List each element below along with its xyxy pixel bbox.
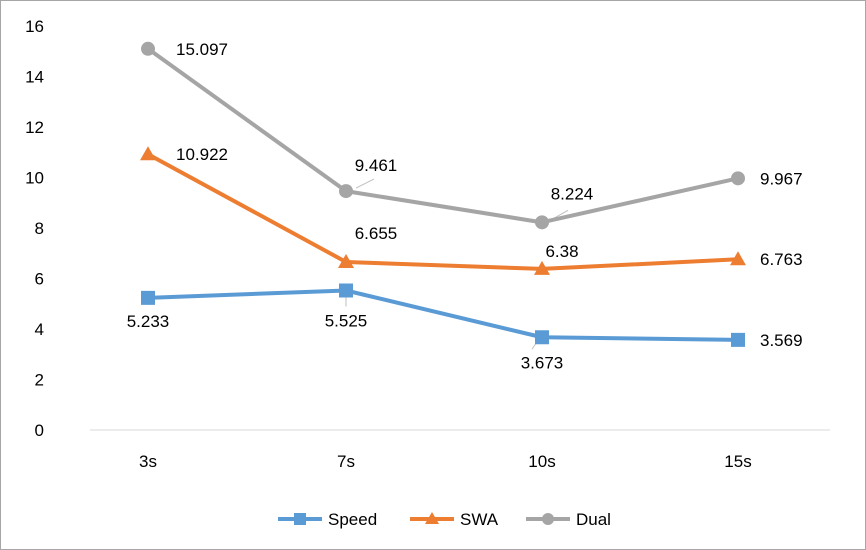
y-tick-label: 16 <box>25 17 44 36</box>
data-label-swa: 6.763 <box>760 250 803 269</box>
legend: Speed SWA Dual <box>278 510 611 529</box>
legend-marker <box>425 512 439 524</box>
y-tick-label: 2 <box>35 371 44 390</box>
y-axis-ticks: 0 2 4 6 8 10 12 14 16 <box>25 17 44 440</box>
data-label-speed: 3.569 <box>760 331 803 350</box>
series-lines <box>146 46 740 342</box>
x-tick-label: 3s <box>139 452 157 471</box>
data-point-swa <box>730 251 746 266</box>
legend-label: SWA <box>460 510 499 529</box>
y-tick-label: 10 <box>25 169 44 188</box>
legend-marker <box>542 513 554 525</box>
y-tick-label: 14 <box>25 68 44 87</box>
x-axis-ticks: 3s 7s 10s 15s <box>139 452 752 471</box>
data-label-dual: 15.097 <box>176 40 228 59</box>
data-point-swa <box>338 253 354 268</box>
data-label-dual: 9.461 <box>355 156 398 175</box>
legend-marker <box>294 513 306 525</box>
data-point-speed <box>535 330 549 345</box>
series-line-swa <box>146 152 740 271</box>
data-point-swa <box>534 260 550 275</box>
series-markers <box>140 41 746 347</box>
data-label-speed: 5.525 <box>325 311 368 330</box>
x-tick-label: 10s <box>528 452 555 471</box>
legend-label: Speed <box>328 510 377 529</box>
y-tick-label: 4 <box>35 320 44 339</box>
y-tick-label: 6 <box>35 270 44 289</box>
data-point-speed <box>731 332 745 347</box>
data-point-speed <box>141 290 155 305</box>
y-tick-label: 12 <box>25 118 44 137</box>
data-label-dual: 8.224 <box>551 184 594 203</box>
data-point-swa <box>140 146 156 161</box>
data-label-speed: 3.673 <box>521 353 564 372</box>
data-label-swa: 10.922 <box>176 145 228 164</box>
data-point-dual <box>339 184 353 199</box>
data-labels: 5.233 5.525 3.673 3.569 10.922 6.655 6.38 6.763… <box>127 40 803 372</box>
series-line-speed <box>146 288 740 342</box>
data-label-swa: 6.38 <box>545 242 578 261</box>
x-tick-label: 7s <box>337 452 355 471</box>
data-label-dual: 9.967 <box>760 169 803 188</box>
data-point-speed <box>339 283 353 298</box>
y-tick-label: 8 <box>35 219 44 238</box>
data-label-leader <box>355 178 375 189</box>
data-point-dual <box>141 41 155 56</box>
legend-label: Dual <box>576 510 611 529</box>
data-point-dual <box>731 171 745 186</box>
series-line-dual <box>146 46 740 225</box>
y-tick-label: 0 <box>35 421 44 440</box>
data-point-dual <box>535 215 549 230</box>
data-label-speed: 5.233 <box>127 312 170 331</box>
x-tick-label: 15s <box>724 452 751 471</box>
data-label-swa: 6.655 <box>355 224 398 243</box>
